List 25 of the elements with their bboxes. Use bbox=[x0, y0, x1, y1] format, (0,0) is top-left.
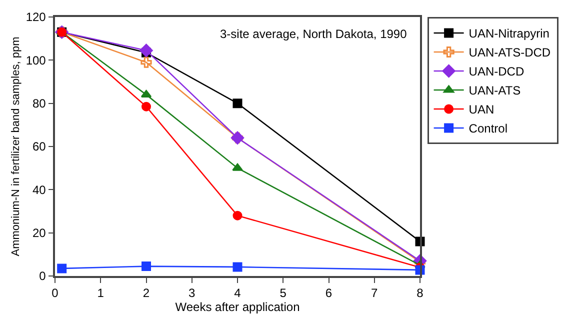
x-tick-label: 1 bbox=[97, 286, 104, 300]
y-axis-title: Ammonium-N in fertilizer band samples, ppm bbox=[10, 36, 22, 256]
y-tick-label: 100 bbox=[26, 53, 46, 68]
x-tick-label: 8 bbox=[416, 286, 424, 300]
legend-label: UAN-Nitrapyrin bbox=[468, 26, 550, 41]
legend-label: UAN-ATS-DCD bbox=[468, 46, 551, 60]
annotation: 3-site average, North Dakota, 1990 bbox=[220, 27, 408, 41]
y-tick-label: 80 bbox=[32, 96, 46, 111]
x-tick-label: 2 bbox=[142, 286, 150, 300]
legend-label: UAN bbox=[468, 102, 494, 117]
x-tick-label: 0 bbox=[52, 286, 59, 300]
legend-label: UAN-ATS bbox=[468, 84, 521, 98]
x-tick-label: 3 bbox=[188, 286, 196, 300]
x-tick-label: 4 bbox=[234, 286, 242, 300]
x-tick-label: 6 bbox=[325, 286, 332, 300]
y-tick-label: 0 bbox=[39, 269, 46, 284]
y-tick-label: 60 bbox=[32, 140, 46, 154]
y-tick-label: 40 bbox=[32, 182, 46, 197]
x-axis-title: Weeks after application bbox=[175, 300, 300, 314]
y-tick-label: 20 bbox=[32, 226, 46, 240]
x-tick-label: 7 bbox=[371, 286, 378, 300]
x-tick-label: 5 bbox=[280, 286, 287, 300]
legend-label: Control bbox=[468, 122, 508, 136]
y-tick-label: 120 bbox=[26, 10, 46, 24]
legend-label: UAN-DCD bbox=[468, 64, 524, 79]
